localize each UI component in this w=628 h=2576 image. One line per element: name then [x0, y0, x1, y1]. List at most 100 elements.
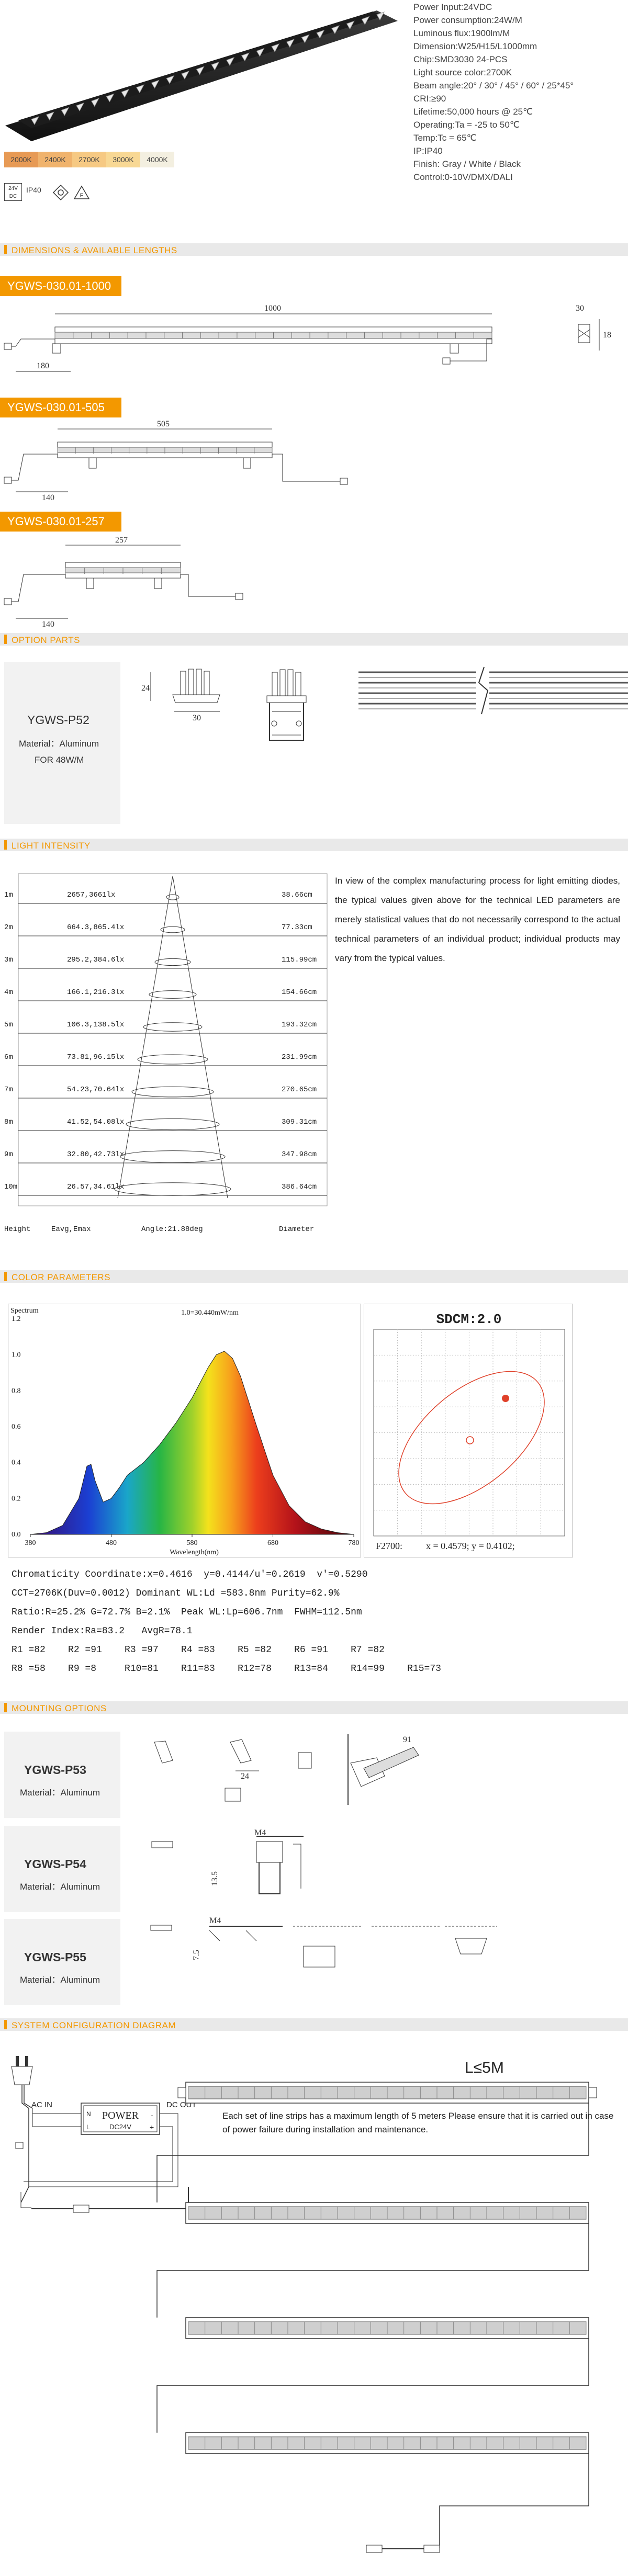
led-lens — [181, 71, 190, 80]
spectrum-ytick: 0.2 — [12, 1495, 21, 1502]
dim-length-257: 257 — [115, 536, 128, 545]
option-part-panel: YGWS-P52 Material：Aluminum FOR 48W/M — [4, 662, 120, 824]
intensity-lux: 41.52,54.08lx — [67, 1118, 125, 1126]
intensity-lux: 73.81,96.15lx — [67, 1053, 125, 1061]
power-n-label: N — [86, 2110, 91, 2118]
led-lens — [196, 66, 205, 75]
side-height: 18 — [603, 331, 611, 340]
intensity-row: 6m 73.81,96.15lx 231.99cm — [4, 1046, 329, 1070]
led-lens — [301, 34, 310, 43]
spectrum-xtick: 580 — [187, 1539, 198, 1547]
color-param-line: Render Index:Ra=83.2 AvgR=78.1 — [12, 1626, 193, 1636]
spectrum-xtick: 780 — [349, 1539, 360, 1547]
intensity-diameter: 231.99cm — [282, 1053, 317, 1061]
intensity-lux: 166.1,216.3lx — [67, 988, 125, 997]
section-marker — [4, 635, 7, 644]
intensity-diameter: 77.33cm — [282, 923, 312, 932]
section-dimensions: DIMENSIONS & AVAILABLE LENGTHS — [0, 243, 628, 256]
power-sub-label: DC24V — [109, 2123, 131, 2131]
intensity-lux: 664.3,865.4lx — [67, 923, 125, 932]
mounting-panel-p54: YGWS-P54 Material：Aluminum — [4, 1826, 120, 1912]
intensity-diameter: 347.98cm — [282, 1150, 317, 1159]
intensity-height: 3m — [4, 956, 13, 964]
spec-line: Light source color:2700K — [413, 67, 512, 77]
dim-length-505: 505 — [157, 420, 170, 428]
intensity-height: 4m — [4, 988, 13, 997]
spectrum-scale: 1.0=30.440mW/nm — [181, 1309, 239, 1317]
spectrum-ytick: 0.8 — [12, 1387, 21, 1395]
beam-ring — [166, 894, 180, 900]
option-part-material: Material：Aluminum — [19, 739, 99, 749]
system-diagram: AC IN POWER DC24V N L - + DC OUT L≤5M — [11, 2056, 597, 2553]
footer-height: Height — [4, 1225, 31, 1234]
dimension-drawing-505: 505 140 — [4, 420, 348, 502]
dimension-drawing-257: 257 140 — [4, 536, 243, 628]
p54-dim-b: 13.5 — [210, 1871, 219, 1886]
beam-ring — [131, 1086, 214, 1098]
intensity-lux: 2657,3661lx — [67, 891, 116, 899]
intensity-height: 10m — [4, 1183, 18, 1191]
warning-triangle-icon: F — [73, 185, 90, 199]
footer-eavg: Eavg,Emax — [51, 1225, 91, 1234]
intensity-height: 2m — [4, 923, 13, 932]
intensity-lux: 295.2,384.6lx — [67, 956, 125, 964]
led-lens — [61, 107, 70, 116]
color-param-line: CCT=2706K(Duv=0.0012) Dominant WL:Ld =58… — [12, 1588, 340, 1599]
cct-swatch: 4000K — [140, 152, 174, 167]
light-cone-diagram — [18, 873, 328, 1206]
intensity-lux: 106.3,138.5lx — [67, 1021, 125, 1029]
color-param-line: Ratio:R=25.2% G=72.7% B=2.1% Peak WL:Lp=… — [12, 1607, 362, 1618]
intensity-lux: 54.23,70.64lx — [67, 1086, 125, 1094]
mounting-model: YGWS-P53 — [24, 1763, 86, 1777]
spec-line: Lifetime:50,000 hours @ 25℃ — [413, 107, 533, 117]
power-label: POWER — [102, 2110, 139, 2121]
color-param-line: Chromaticity Coordinate:x=0.4616 y=0.414… — [12, 1569, 368, 1580]
intensity-height: 8m — [4, 1118, 13, 1126]
led-lens — [316, 29, 325, 39]
intensity-diameter: 193.32cm — [282, 1021, 317, 1029]
section-title: SYSTEM CONFIGURATION DIAGRAM — [12, 2020, 176, 2030]
spectrum-ytick: 1.0 — [12, 1351, 21, 1359]
mounting-panel-p53: YGWS-P53 Material：Aluminum — [4, 1732, 120, 1818]
led-lens — [226, 57, 235, 66]
light-intensity-footer: Height Eavg,Emax Angle:21.88deg Diameter — [4, 1225, 329, 1237]
intensity-row: 9m 32.80,42.73lx 347.98cm — [4, 1143, 329, 1167]
spectrum-area — [30, 1351, 354, 1535]
max-length-label: L≤5M — [465, 2059, 504, 2076]
mounting-model: YGWS-P55 — [24, 1950, 86, 1964]
model-tag-257: YGWS-030.01-257 — [0, 512, 121, 532]
intensity-diameter: 115.99cm — [282, 956, 317, 964]
cct-swatch: 2000K — [4, 152, 38, 167]
led-lens — [346, 20, 355, 30]
section-light-intensity: LIGHT INTENSITY — [0, 839, 628, 851]
model-tag-1000: YGWS-030.01-1000 — [0, 276, 121, 296]
footer-diameter: Diameter — [279, 1225, 315, 1234]
led-lens — [271, 43, 280, 52]
dim-offset-505: 140 — [42, 493, 54, 502]
spec-line: Finish: Gray / White / Black — [413, 159, 521, 169]
spectrum-xtick: 480 — [106, 1539, 117, 1547]
dim-offset-257: 140 — [42, 620, 54, 628]
section-marker — [4, 2020, 7, 2029]
spectrum-ytick: 1.2 — [12, 1315, 21, 1323]
spec-line: IP:IP40 — [413, 146, 443, 156]
section-marker — [4, 245, 7, 254]
intensity-lux: 32.80,42.73lx — [67, 1150, 125, 1159]
led-lens — [91, 98, 99, 107]
p53-dim-b: 91 — [403, 1735, 411, 1744]
intensity-height: 6m — [4, 1053, 13, 1061]
sdcm-label: F2700: — [376, 1541, 402, 1551]
option-part-note: FOR 48W/M — [35, 755, 84, 765]
p54-dim-a: M4 — [254, 1828, 266, 1837]
section-marker — [4, 1272, 7, 1281]
cct-swatch: 2700K — [72, 152, 106, 167]
side-width: 30 — [576, 304, 584, 313]
color-param-line: R1 =82 R2 =91 R3 =97 R4 =83 R5 =82 R6 =9… — [12, 1645, 385, 1655]
sdcm-center-point — [466, 1436, 474, 1444]
led-lens — [376, 12, 385, 21]
footer-angle: Angle:21.88deg — [141, 1225, 203, 1234]
spectrum-chart: Spectrum 1.0=30.440mW/nm 1.2 1.0 0.8 0.6 0.4… — [8, 1304, 361, 1557]
intensity-row: 5m 106.3,138.5lx 193.32cm — [4, 1013, 329, 1037]
intensity-height: 5m — [4, 1021, 13, 1029]
mounting-panel-p55: YGWS-P55 Material：Aluminum — [4, 1919, 120, 2005]
